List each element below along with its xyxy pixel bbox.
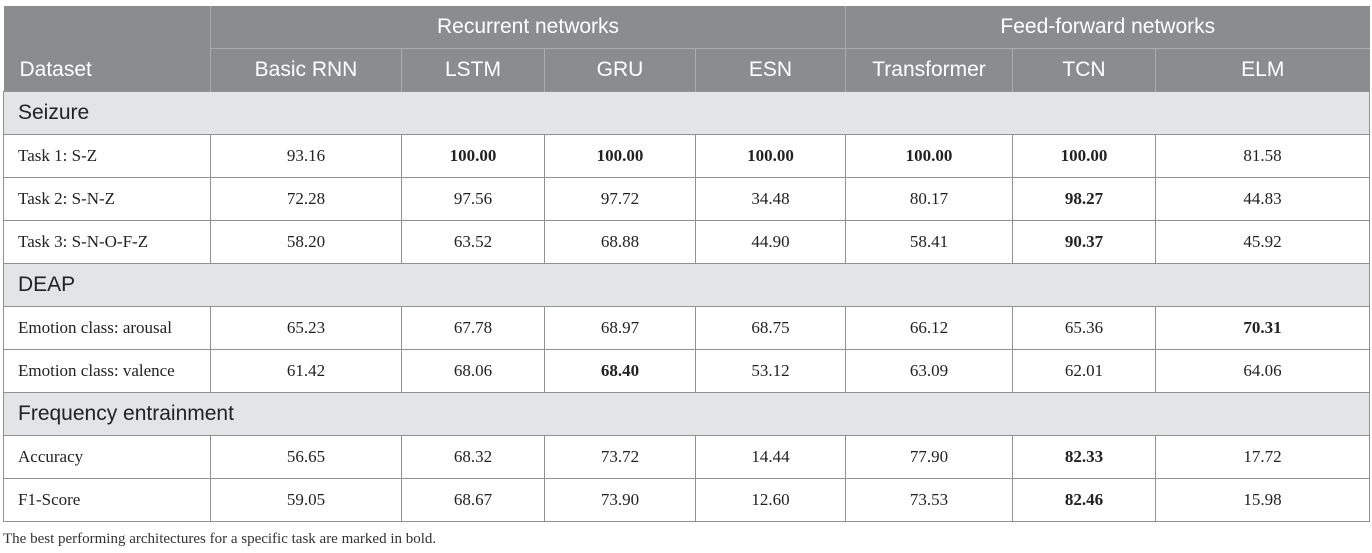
column-header-basic-rnn: Basic RNN bbox=[210, 48, 402, 92]
table-cell: 63.09 bbox=[845, 349, 1014, 393]
section-row: Seizure bbox=[2, 91, 1371, 135]
table-cell: 44.83 bbox=[1155, 177, 1371, 221]
table-cell: 63.52 bbox=[401, 220, 545, 264]
row-label: F1-Score bbox=[3, 478, 211, 522]
group-header-feed-forward: Feed-forward networks bbox=[845, 6, 1370, 49]
table-cell: 82.33 bbox=[1012, 435, 1157, 479]
table-cell: 66.12 bbox=[845, 306, 1014, 350]
table-cell: 53.12 bbox=[694, 349, 847, 393]
section-row: DEAP bbox=[2, 263, 1371, 307]
row-label: Task 1: S-Z bbox=[3, 134, 211, 178]
table-cell: 65.23 bbox=[210, 306, 402, 350]
table-cell: 72.28 bbox=[210, 177, 402, 221]
group-header-blank bbox=[3, 6, 211, 49]
table-row: Accuracy 56.65 68.32 73.72 14.44 77.90 82.33 17… bbox=[3, 435, 1371, 479]
table-row: F1-Score 59.05 68.67 73.90 12.60 73.53 82.46 15… bbox=[3, 478, 1371, 522]
table-cell: 68.06 bbox=[401, 349, 545, 393]
table-cell: 73.90 bbox=[544, 478, 696, 522]
table-cell: 45.92 bbox=[1155, 220, 1371, 264]
table-cell: 65.36 bbox=[1012, 306, 1157, 350]
table-row: Task 3: S-N-O-F-Z 58.20 63.52 68.88 44.90 58.… bbox=[3, 220, 1371, 264]
row-label: Emotion class: arousal bbox=[3, 306, 211, 350]
table-row: Task 2: S-N-Z 72.28 97.56 97.72 34.48 80.17 98… bbox=[3, 177, 1371, 221]
table-cell: 82.46 bbox=[1012, 478, 1157, 522]
table-cell: 93.16 bbox=[210, 134, 402, 178]
table-cell: 56.65 bbox=[210, 435, 402, 479]
table-cell: 100.00 bbox=[694, 134, 847, 178]
column-header-gru: GRU bbox=[544, 48, 696, 92]
table-cell: 68.88 bbox=[544, 220, 696, 264]
table-row: Emotion class: valence 61.42 68.06 68.40 53.… bbox=[3, 349, 1371, 393]
table-cell: 61.42 bbox=[210, 349, 402, 393]
section-row: Frequency entrainment bbox=[2, 392, 1371, 436]
results-table-container: Recurrent networks Feed-forward networks… bbox=[2, 6, 1371, 522]
row-label: Task 3: S-N-O-F-Z bbox=[3, 220, 211, 264]
table-cell: 77.90 bbox=[845, 435, 1014, 479]
table-cell: 100.00 bbox=[544, 134, 696, 178]
table-cell: 64.06 bbox=[1155, 349, 1371, 393]
table-footnote: The best performing architectures for a … bbox=[3, 531, 437, 547]
table-cell: 97.72 bbox=[544, 177, 696, 221]
column-header-lstm: LSTM bbox=[401, 48, 545, 92]
results-table: Recurrent networks Feed-forward networks… bbox=[2, 6, 1371, 522]
table-cell: 68.97 bbox=[544, 306, 696, 350]
column-header-dataset: Dataset bbox=[3, 48, 211, 92]
table-cell: 67.78 bbox=[401, 306, 545, 350]
table-cell: 44.90 bbox=[694, 220, 847, 264]
table-cell: 100.00 bbox=[845, 134, 1014, 178]
table-cell: 80.17 bbox=[845, 177, 1014, 221]
table-header: Recurrent networks Feed-forward networks… bbox=[3, 6, 1370, 92]
table-cell: 68.32 bbox=[401, 435, 545, 479]
table-cell: 59.05 bbox=[210, 478, 402, 522]
table-cell: 58.20 bbox=[210, 220, 402, 264]
table-cell: 14.44 bbox=[694, 435, 847, 479]
group-header-row: Recurrent networks Feed-forward networks bbox=[3, 6, 1370, 49]
section-title: DEAP bbox=[2, 263, 1371, 307]
row-label: Task 2: S-N-Z bbox=[3, 177, 211, 221]
column-header-esn: ESN bbox=[694, 48, 846, 92]
table-cell: 62.01 bbox=[1012, 349, 1157, 393]
row-label: Accuracy bbox=[3, 435, 211, 479]
column-header-tcn: TCN bbox=[1012, 48, 1156, 92]
table-cell: 17.72 bbox=[1155, 435, 1371, 479]
table-cell: 90.37 bbox=[1012, 220, 1157, 264]
table-cell: 100.00 bbox=[401, 134, 545, 178]
table-row: Emotion class: arousal 65.23 67.78 68.97 68.… bbox=[3, 306, 1371, 350]
column-header-transformer: Transformer bbox=[845, 48, 1013, 92]
table-cell: 68.75 bbox=[694, 306, 847, 350]
table-cell: 58.41 bbox=[845, 220, 1014, 264]
section-title: Frequency entrainment bbox=[2, 392, 1371, 436]
table-cell: 68.67 bbox=[401, 478, 545, 522]
column-header-elm: ELM bbox=[1155, 48, 1370, 92]
table-cell: 73.72 bbox=[544, 435, 696, 479]
section-title: Seizure bbox=[2, 91, 1371, 135]
group-header-recurrent: Recurrent networks bbox=[209, 6, 846, 49]
table-cell: 15.98 bbox=[1155, 478, 1371, 522]
table-row: Task 1: S-Z 93.16 100.00 100.00 100.00 100.00… bbox=[3, 134, 1371, 178]
column-header-row: Dataset Basic RNN LSTM GRU ESN Transform… bbox=[3, 48, 1370, 92]
table-cell: 34.48 bbox=[694, 177, 847, 221]
table-cell: 68.40 bbox=[544, 349, 696, 393]
table-cell: 100.00 bbox=[1012, 134, 1157, 178]
table-cell: 73.53 bbox=[845, 478, 1014, 522]
row-label: Emotion class: valence bbox=[3, 349, 211, 393]
table-cell: 12.60 bbox=[694, 478, 847, 522]
table-cell: 70.31 bbox=[1155, 306, 1371, 350]
table-cell: 97.56 bbox=[401, 177, 545, 221]
table-cell: 81.58 bbox=[1155, 134, 1371, 178]
table-cell: 98.27 bbox=[1012, 177, 1157, 221]
table-body: Seizure Task 1: S-Z 93.16 100.00 100.00 100.0… bbox=[2, 91, 1371, 522]
